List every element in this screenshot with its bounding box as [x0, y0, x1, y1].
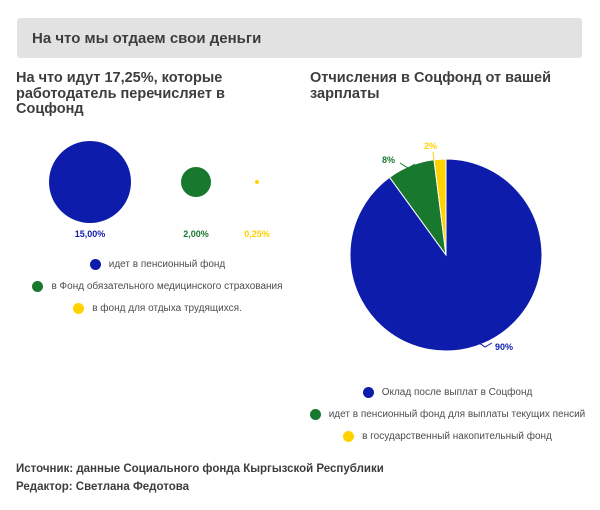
bubble-circle-0 — [49, 141, 131, 223]
legend-item-state-savings: в государственный накопительный фонд — [343, 430, 552, 443]
bubble-chart-title: На что идут 17,25%, которые работодатель… — [16, 70, 225, 117]
legend-label: идет в пенсионный фонд — [108, 259, 226, 270]
pie-leader-line-1 — [399, 162, 416, 169]
main-title: На что мы отдаем свои деньги — [32, 29, 262, 47]
legend-label: в государственный накопительный фонд — [362, 431, 552, 442]
footer: Источник: данные Социального фонда Кыргы… — [16, 460, 384, 496]
legend-label: Оклад после выплат в Соцфонд — [381, 387, 533, 398]
legend-label: в фонд для отдыха трудящихся. — [92, 303, 242, 314]
header-bar: На что мы отдаем свои деньги — [17, 18, 582, 58]
legend-dot-blue-icon — [89, 259, 101, 270]
legend-item-salary: Оклад после выплат в Соцфонд — [362, 386, 533, 399]
legend-item-recreation: в фонд для отдыха трудящихся. — [73, 302, 242, 315]
legend-label: идет в пенсионный фонд для выплаты текущ… — [328, 409, 586, 420]
legend-dot-yellow-icon — [73, 303, 85, 314]
bubble-value-recreation: 0,25% — [244, 229, 270, 239]
bubble-chart-legend: идет в пенсионный фонд в Фонд обязательн… — [10, 258, 305, 324]
pie-value-state-fund: 2% — [424, 141, 438, 151]
legend-item-current-pensions: идет в пенсионный фонд для выплаты текущ… — [309, 408, 586, 421]
pie-chart-legend: Оклад после выплат в Соцфонд идет в пенс… — [300, 386, 595, 452]
legend-label: в Фонд обязательного медицинского страхо… — [51, 281, 283, 292]
editor-line: Редактор: Светлана Федотова — [16, 481, 190, 493]
source-line: Источник: данные Социального фонда Кыргы… — [16, 463, 384, 475]
bubble-circle-1 — [181, 167, 211, 197]
pie-value-salary: 90% — [495, 342, 514, 352]
pie-chart: 90% 8% 2% — [310, 135, 595, 375]
pie-svg — [349, 151, 543, 352]
legend-item-pension: идет в пенсионный фонд — [89, 258, 226, 271]
pie-leader-line-0 — [471, 337, 493, 348]
pie-leader-line-2 — [432, 151, 435, 161]
legend-dot-yellow-icon — [343, 431, 355, 442]
legend-item-medical: в Фонд обязательного медицинского страхо… — [32, 280, 283, 293]
bubble-value-medical: 2,00% — [183, 229, 209, 239]
legend-dot-blue-icon — [362, 387, 374, 398]
bubble-circle-2 — [255, 180, 259, 184]
legend-dot-green-icon — [309, 409, 321, 420]
legend-dot-green-icon — [32, 281, 44, 292]
bubble-value-pension: 15,00% — [74, 229, 106, 239]
pie-value-pension: 8% — [382, 155, 396, 165]
bubble-chart: 15,00% 2,00% 0,25% — [0, 135, 305, 245]
pie-chart-title: Отчисления в Соцфонд от вашей зарплаты — [310, 70, 552, 102]
